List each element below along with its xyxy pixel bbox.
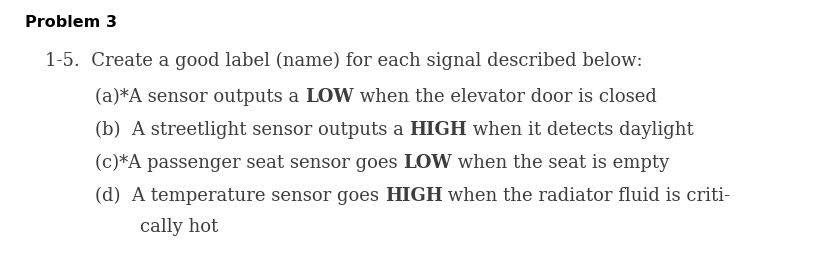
Text: cally hot: cally hot [140,218,218,236]
Text: (a)*A sensor outputs a: (a)*A sensor outputs a [95,88,305,106]
Text: when the radiator fluid is criti-: when the radiator fluid is criti- [442,187,731,205]
Text: when the elevator door is closed: when the elevator door is closed [354,88,656,106]
Text: (c)*A passenger seat sensor goes: (c)*A passenger seat sensor goes [95,154,403,172]
Text: when the seat is empty: when the seat is empty [452,154,669,172]
Text: Problem 3: Problem 3 [25,15,117,30]
Text: when it detects daylight: when it detects daylight [468,121,694,139]
Text: (b)  A streetlight sensor outputs a: (b) A streetlight sensor outputs a [95,121,410,139]
Text: (d)  A temperature sensor goes: (d) A temperature sensor goes [95,187,385,205]
Text: HIGH: HIGH [410,121,468,139]
Text: HIGH: HIGH [385,187,442,205]
Text: 1-5.  Create a good label (name) for each signal described below:: 1-5. Create a good label (name) for each… [45,52,643,70]
Text: LOW: LOW [305,88,354,106]
Text: LOW: LOW [403,154,452,172]
